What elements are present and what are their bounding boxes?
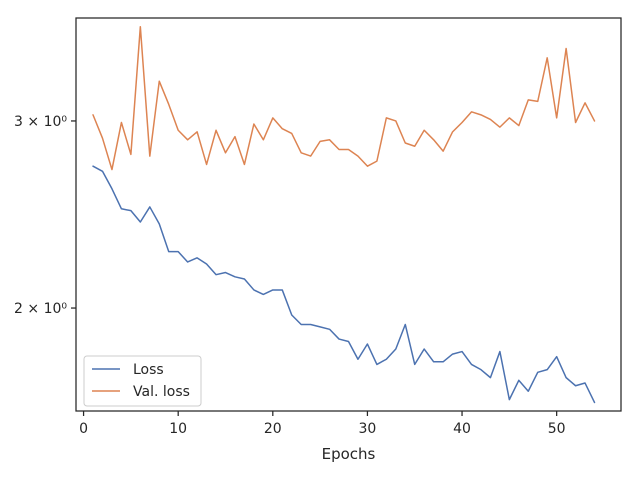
legend: Loss Val. loss — [83, 355, 202, 407]
x-axis-label: Epochs — [322, 445, 376, 463]
x-tick-label: 30 — [359, 421, 377, 437]
series-layer — [92, 25, 596, 404]
y-tick-label: 2 × 10⁰ — [14, 301, 67, 317]
plot-frame — [75, 17, 622, 412]
series-line-val-loss — [92, 25, 596, 171]
y-axis-ticks: 2 × 10⁰ 3 × 10⁰ — [14, 114, 76, 317]
x-axis-ticks: 0 10 20 30 40 50 — [79, 411, 566, 437]
series-line-loss — [92, 165, 596, 404]
y-tick-label: 3 × 10⁰ — [14, 114, 67, 130]
plot-area — [76, 18, 621, 411]
legend-label: Val. loss — [133, 384, 190, 400]
x-tick-label: 50 — [548, 421, 566, 437]
x-tick-label: 40 — [453, 421, 471, 437]
x-tick-label: 0 — [79, 421, 88, 437]
legend-label: Loss — [133, 362, 164, 378]
x-tick-label: 20 — [264, 421, 282, 437]
x-tick-label: 10 — [169, 421, 187, 437]
